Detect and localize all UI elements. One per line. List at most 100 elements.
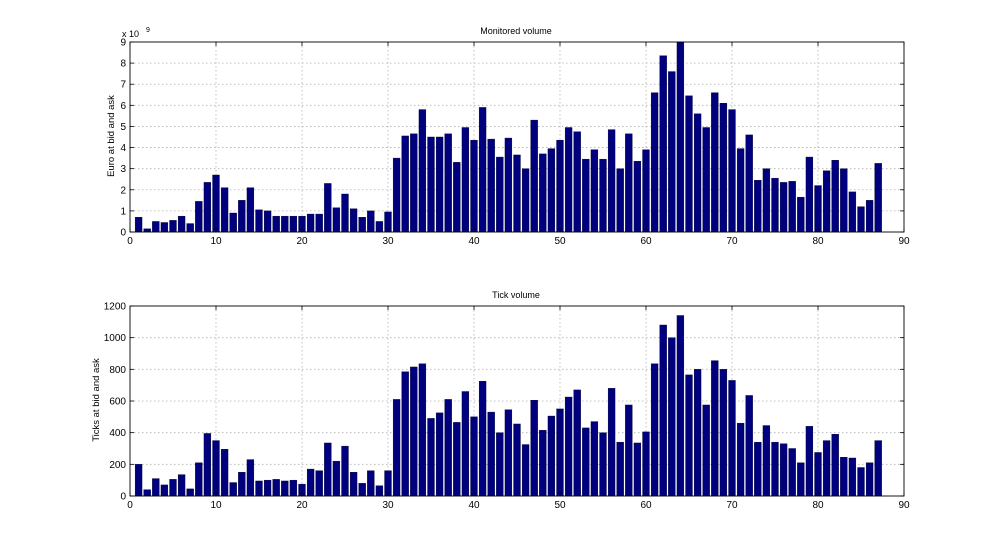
bar [418,109,427,233]
bar [736,422,745,497]
x-tick-label: 60 [640,236,652,247]
bar [762,168,771,233]
bar [478,107,487,233]
y-tick-label: 1 [120,206,126,217]
x-tick-label: 90 [898,500,910,511]
y-tick-label: 4 [120,143,126,154]
bar [160,484,169,497]
bar [169,220,177,233]
bar [685,95,693,233]
bar [599,158,607,233]
bar [702,404,710,497]
bar [874,163,882,233]
bar [186,488,194,497]
bar [358,483,366,497]
bar [289,479,298,497]
bar [203,433,212,497]
bar [822,440,831,497]
y-tick-label: 200 [109,460,126,471]
y-tick-label: 2 [120,185,126,196]
monitored-volume-chart: Monitored volume Euro at bid and ask x 1… [106,26,910,247]
bar [169,479,177,497]
bar [685,374,693,497]
bar [865,462,874,497]
bar [470,416,478,497]
bar [177,215,186,233]
chart-title: Tick volume [492,290,540,300]
bar [607,129,616,233]
bar [324,183,332,233]
bar [453,422,461,497]
bar [349,472,358,497]
x-tick-label: 20 [296,236,308,247]
bar [134,217,143,233]
bar [642,149,650,233]
bar [504,137,513,233]
bar [306,213,315,233]
bar [186,223,194,233]
bar [745,134,753,233]
bar [668,337,676,497]
bar [246,459,255,497]
bar [212,174,220,233]
bar [754,441,762,497]
bar [771,177,779,233]
bar [771,441,779,497]
bar [857,206,865,233]
bar [728,380,736,497]
bar [238,472,246,497]
bar [797,462,805,497]
bar [642,431,650,497]
bar [693,369,702,497]
bar [590,149,599,233]
bar [521,444,530,497]
plot-frame [129,41,905,233]
bar [349,208,358,233]
y-exponent-power: 9 [146,27,150,34]
bar [865,200,874,233]
bar [401,371,409,497]
bar [521,168,530,233]
bar [461,127,470,233]
bar [229,482,237,497]
bar [573,389,581,497]
bar [315,470,323,497]
x-tick-label: 0 [127,500,133,511]
bar [616,441,624,497]
bar [444,133,452,233]
bar [435,136,444,233]
bar [281,215,289,233]
bar [719,103,728,233]
bar [255,209,263,233]
bar [625,404,633,497]
bar [332,460,341,497]
bar [410,133,418,233]
y-tick-label: 0 [120,228,126,239]
y-tick-label: 9 [120,38,126,49]
bar [599,432,607,497]
x-tick-label: 50 [554,500,566,511]
bar [358,217,366,233]
bar [160,222,169,233]
bar [840,457,848,497]
x-tick-label: 40 [468,500,480,511]
bar [590,421,599,497]
y-tick-label: 400 [109,428,126,439]
bar [203,182,212,233]
bar [650,92,659,233]
axes: 0 10 20 30 40 50 60 70 80 90 0 200 400 600 800 1000 1200 [104,302,910,512]
x-tick-label: 90 [898,236,910,247]
bar [212,440,220,497]
bar [547,148,556,233]
bar [220,449,229,497]
x-tick-label: 80 [812,236,824,247]
y-tick-label: 800 [109,365,126,376]
y-axis-label: Ticks at bid and ask [91,358,102,442]
bar [650,363,659,497]
bar [754,180,762,233]
bar [607,388,616,497]
bar [238,200,246,233]
bar [496,432,504,497]
bar [478,381,487,497]
bar [453,162,461,233]
